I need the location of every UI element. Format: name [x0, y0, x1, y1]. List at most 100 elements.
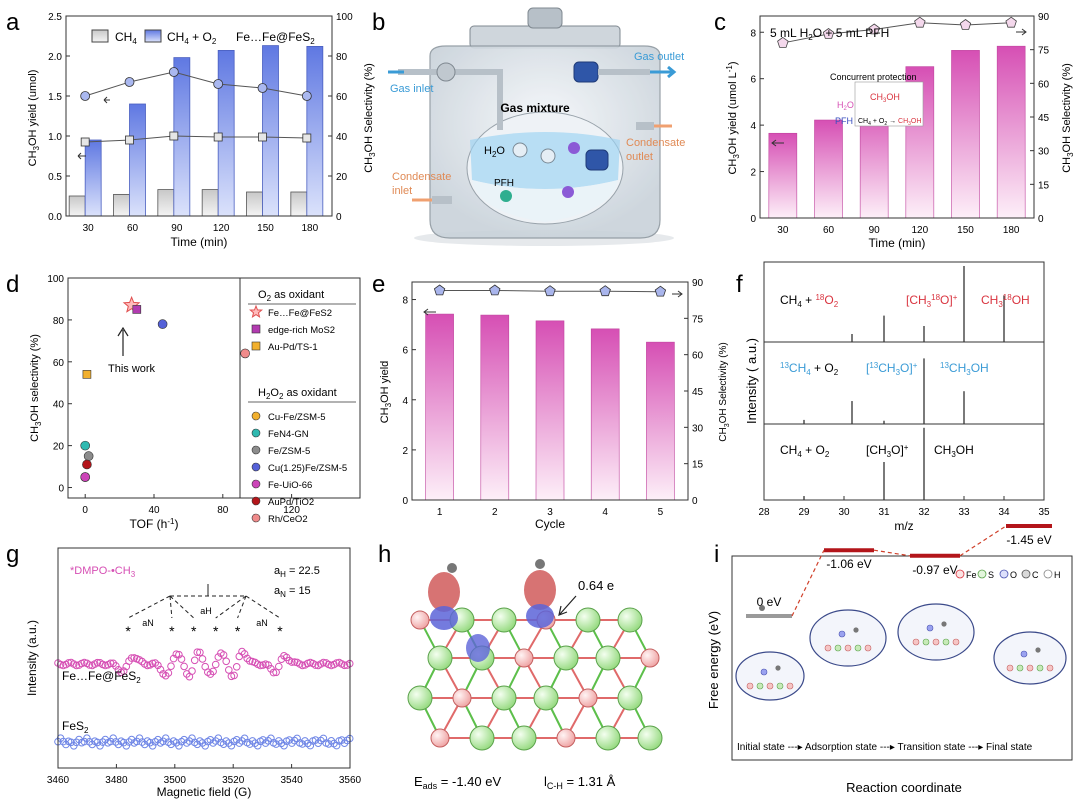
g-point-catalyst [127, 654, 136, 662]
e-selectivity-point [654, 285, 667, 297]
bar-yield [768, 132, 798, 219]
e-ytick-label: 2 [402, 446, 408, 457]
c-xtick-label: 60 [823, 225, 835, 236]
g-point-fes2 [201, 742, 209, 750]
axis-title-i-y: Free energy (eV) [706, 611, 721, 709]
c-y2tick-label: 0 [1038, 214, 1044, 225]
g-point-fes2 [240, 734, 249, 743]
d-point [80, 440, 90, 451]
c-ytick-label: 4 [750, 121, 756, 132]
d-legend-label: edge-rich MoS2 [268, 325, 335, 336]
d-legend-label: Rh/CeO2 [268, 514, 308, 525]
c-selectivity-point [777, 36, 789, 48]
g-point-catalyst [288, 658, 296, 666]
g-tree-branch [127, 595, 171, 619]
g-point-fes2 [222, 737, 230, 745]
i-structure-inset [735, 651, 805, 701]
i-structure-atom [1016, 664, 1024, 672]
h-atom [575, 607, 601, 633]
c-arrow-left-icon [771, 139, 784, 147]
panel-h-structure: 0.64 e Eads = -1.40 eV lC-H = 1.31 Å [407, 559, 663, 791]
a-xtick-label: 90 [171, 223, 183, 234]
panel-label-d: d [6, 271, 19, 298]
annotation-this-work: This work [108, 363, 156, 375]
d-xtick-label: 0 [82, 505, 88, 516]
legend-swatch-ch4 [91, 29, 109, 43]
sampling-valve [585, 149, 609, 171]
h-atom [427, 645, 453, 671]
legend-header-h2o2: H2O2 as oxidant [258, 387, 337, 401]
g-peak-star: * [169, 623, 175, 639]
g-point-catalyst [172, 650, 181, 659]
a-y2tick-label: 80 [336, 52, 348, 63]
f-xtick-label: 31 [878, 507, 890, 518]
d-point [82, 459, 92, 470]
molecule-5 [562, 186, 574, 198]
e-selectivity-point [433, 284, 446, 296]
f-row2-reactant: 13CH4 + O2 [780, 361, 839, 377]
reactor-pfh-layer [472, 180, 618, 222]
g-tree-branch [169, 595, 173, 619]
e-y2tick-label: 75 [692, 314, 704, 325]
g-point-fes2 [301, 737, 309, 745]
g-point-fes2 [264, 737, 273, 745]
g-point-catalyst [206, 670, 215, 678]
g-point-fes2 [125, 738, 133, 746]
g-point-catalyst [177, 655, 186, 663]
axis-title-a-y: CH3OH yield (umol) [27, 70, 41, 167]
i-legend-label: O [1010, 570, 1017, 580]
axis-title-d-y: CH3OH selectivity (%) [29, 334, 43, 442]
c-ytick-label: 8 [750, 28, 756, 39]
g-point-fes2 [135, 734, 144, 743]
c-xtick-label: 90 [869, 225, 881, 236]
g-peak-star: * [277, 623, 283, 639]
e-ytick-label: 0 [402, 496, 408, 507]
i-structure-atom [746, 682, 754, 690]
d-point [82, 370, 92, 379]
panel-label-e: e [372, 271, 385, 298]
gas-outlet-valve [573, 61, 599, 83]
a-ytick-label: 2.0 [48, 52, 62, 63]
i-structure-atom [844, 644, 852, 652]
g-xtick-label: 3540 [280, 775, 303, 786]
h-eads: Eads = -1.40 eV [414, 774, 501, 791]
a-selectivity-point-ch4 [125, 135, 134, 145]
a-ytick-label: 1.5 [48, 92, 62, 103]
g-spin-adduct: *DMPO-•CH3 [70, 565, 136, 579]
h-charge-arrow-icon [558, 595, 577, 616]
h-atom [637, 725, 663, 751]
axis-title-f-x: m/z [894, 519, 913, 533]
e-y2tick-label: 30 [692, 423, 704, 434]
e-xtick-label: 3 [547, 507, 553, 518]
bar-ch4 [157, 189, 175, 217]
c-xtick-label: 30 [777, 225, 789, 236]
h-atom [595, 725, 621, 751]
a-xtick-label: 30 [83, 223, 95, 234]
g-point-fes2 [138, 738, 146, 746]
label-condensate-outlet-2: outlet [626, 151, 653, 163]
d-legend-marker [251, 479, 261, 489]
inset-product: CH3OH [870, 92, 900, 104]
legend-swatch-ch4o2 [144, 29, 162, 43]
panel-label-b: b [372, 9, 385, 36]
f-xtick-label: 33 [958, 507, 970, 518]
d-legend-marker [251, 513, 261, 523]
panel-label-g: g [6, 541, 19, 568]
g-point-catalyst [72, 661, 81, 670]
panel-g-marks: 3460 3480 3500 3520 3540 3560 [47, 647, 362, 786]
g-xtick-label: 3500 [164, 775, 187, 786]
d-legend-label: Fe…Fe@FeS2 [268, 308, 332, 319]
g-point-fes2 [188, 734, 196, 743]
h-atom [514, 648, 534, 668]
g-point-catalyst [311, 661, 320, 669]
c-y2tick-label: 15 [1038, 180, 1050, 191]
h-charge-lobe-4 [526, 604, 554, 628]
g-point-catalyst [161, 671, 170, 680]
panel-a-frame [65, 15, 333, 217]
a-y2tick-label: 40 [336, 132, 348, 143]
g-point-catalyst [175, 650, 183, 659]
axis-title-g-x: Magnetic field (G) [157, 785, 252, 799]
g-point-fes2 [148, 742, 157, 750]
g-point-fes2 [288, 739, 296, 747]
